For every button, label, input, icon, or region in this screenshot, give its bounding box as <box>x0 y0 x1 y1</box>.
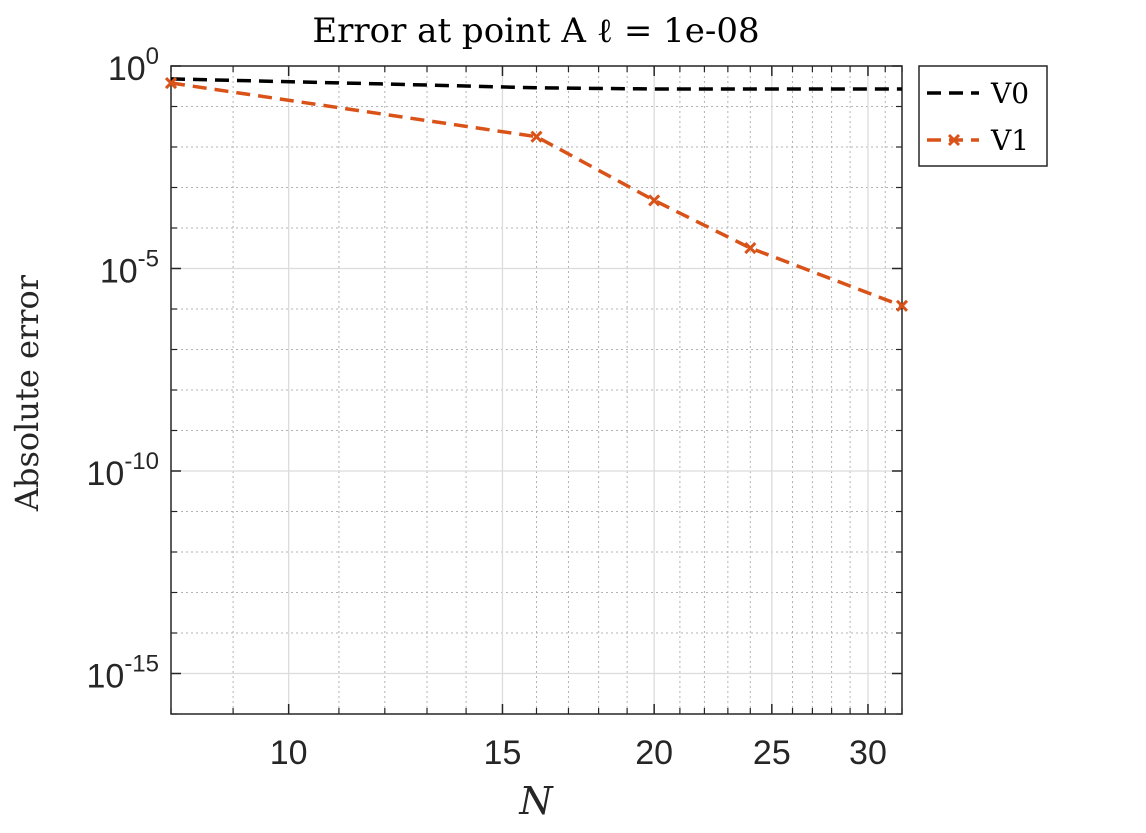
x-axis-label: N <box>518 779 554 823</box>
series-layer <box>164 76 909 312</box>
x-tick-label: 30 <box>849 734 887 772</box>
data-point-v1 <box>744 241 757 255</box>
data-point-v1 <box>530 130 543 143</box>
x-tick-label: 15 <box>484 734 522 772</box>
axis-ticks <box>170 65 903 715</box>
y-tick-labels: 100 10-5 10-10 10-15 <box>86 43 159 696</box>
y-axis-label: Absolute error <box>8 274 46 512</box>
series-line-v0 <box>170 77 902 91</box>
y-tick-label: 10-5 <box>100 246 159 291</box>
y-tick-label: 10-15 <box>86 651 159 696</box>
legend-box <box>918 65 1048 167</box>
data-point-v1 <box>648 194 661 207</box>
x-tick-label: 20 <box>635 734 673 772</box>
y-tick-label: 10-10 <box>86 448 159 493</box>
y-tick-label: 100 <box>108 43 159 88</box>
legend: V0 V1 <box>918 65 1048 167</box>
x-tick-label: 10 <box>270 734 308 772</box>
legend-label-v0: V0 <box>990 77 1029 110</box>
legend-label-v1: V1 <box>990 124 1029 157</box>
legend-marker-v1 <box>947 133 961 147</box>
chart-title: Error at point A ℓ = 1e-08 <box>312 11 759 51</box>
series-line-v1 <box>170 81 903 308</box>
major-grid <box>171 65 902 714</box>
data-point-v1 <box>895 299 909 312</box>
x-tick-labels: 10 15 20 25 30 <box>270 734 887 772</box>
data-point-v1 <box>164 76 178 90</box>
x-tick-label: 25 <box>753 734 791 772</box>
